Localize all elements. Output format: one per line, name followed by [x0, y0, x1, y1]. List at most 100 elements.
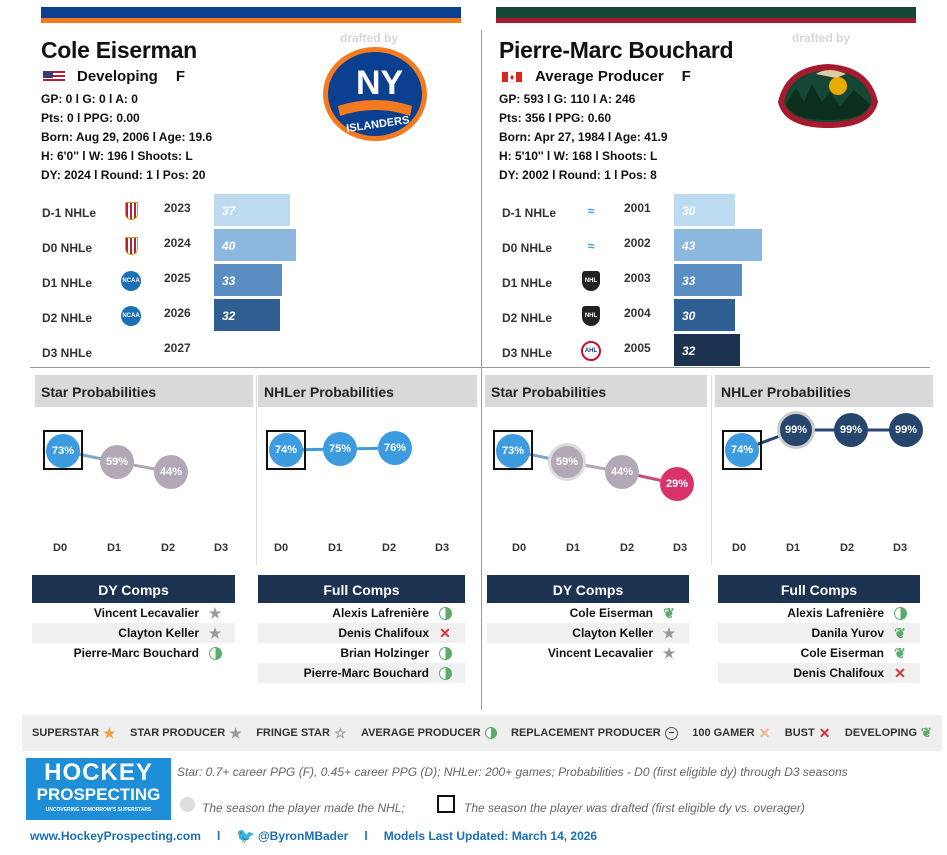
comp-row: Cole Eiserman ❦	[718, 643, 920, 663]
comp-name: Alexis Lafrenière	[787, 606, 884, 620]
right-born-line: Born: Apr 27, 1984 l Age: 41.9	[499, 130, 668, 144]
usntdp-icon	[120, 235, 142, 257]
right-team-accent-bar	[496, 18, 916, 23]
right-nhle-bar: 32	[674, 334, 740, 366]
drafted-marker-square	[43, 430, 83, 470]
footer-site-link[interactable]: www.HockeyProspecting.com	[30, 829, 201, 843]
note-line2a: The season the player made the NHL;	[202, 801, 405, 815]
leaf-icon: ❦	[894, 624, 906, 641]
left-star-dot-d0: 73%	[46, 434, 80, 468]
comp-row: Pierre-Marc Bouchard	[258, 663, 465, 683]
minus-circle-icon: −	[664, 726, 678, 740]
ncaa-icon: NCAA	[120, 305, 142, 327]
x-axis-label: D0	[53, 542, 68, 554]
footer-twitter[interactable]: 🐦 @ByronMBader	[236, 827, 348, 845]
legend-replacement-producer: REPLACEMENT PRODUCER −	[511, 726, 678, 740]
comp-name: Clayton Keller	[118, 626, 199, 640]
right-team-color-bar	[496, 7, 916, 18]
star-producer-icon: ★	[662, 624, 676, 641]
footer: www.HockeyProspecting.com l 🐦 @ByronMBad…	[30, 827, 597, 845]
right-position: F	[681, 68, 691, 85]
left-nhle-bar: 32	[214, 299, 280, 331]
left-full-comps: Full Comps Alexis Lafrenière Denis Chalif…	[258, 575, 465, 683]
comp-row: Alexis Lafrenière	[258, 603, 465, 623]
right-nhle-label: D-1 NHLe	[502, 206, 557, 220]
right-star-dot-d0: 73%	[496, 434, 530, 468]
left-team-accent-bar	[41, 18, 461, 23]
left-nhle-bar: 37	[214, 194, 290, 226]
half-circle-icon	[207, 645, 223, 661]
drafted-square-icon	[437, 795, 455, 813]
left-nhle-year: 2023	[164, 201, 191, 215]
right-nhler-dot-d2: 99%	[834, 413, 868, 447]
star-producer-icon: ★	[662, 644, 676, 661]
right-nhle-year: 2001	[624, 201, 651, 215]
right-star-prob-header: Star Probabilities	[485, 375, 707, 407]
legend-developing: DEVELOPING ❦	[844, 725, 932, 740]
right-star-dot-d1: 59%	[548, 443, 586, 481]
left-nhle-label: D-1 NHLe	[42, 206, 97, 220]
horizontal-divider	[30, 367, 930, 368]
legend-100-gamer: 100 GAMER ✕	[692, 724, 771, 741]
leaf-icon: ❦	[894, 644, 906, 661]
right-info-block: GP: 593 l G: 110 l A: 246 Pts: 356 l PPG…	[499, 90, 668, 185]
right-dy-comps-header: DY Comps	[487, 575, 689, 603]
footer-sep-1: l	[216, 829, 221, 843]
right-nhle-label: D3 NHLe	[502, 346, 553, 360]
x-axis-label: D3	[893, 542, 908, 554]
nhl-icon: NHL	[580, 270, 602, 292]
left-nhle-year: 2026	[164, 306, 191, 320]
fringe-star-icon: ☆	[333, 724, 347, 741]
comp-name: Alexis Lafrenière	[332, 606, 429, 620]
x-axis-label: D1	[786, 542, 801, 554]
left-full-comps-header: Full Comps	[258, 575, 465, 603]
usntdp-icon	[120, 200, 142, 222]
left-nhler-dot-d2: 76%	[378, 431, 412, 465]
qmjhl-icon: ≈	[587, 204, 595, 218]
footer-sep-2: l	[364, 829, 368, 843]
center-divider	[481, 30, 482, 710]
legend-star-producer: STAR PRODUCER ★	[130, 724, 242, 741]
nhl-made-circle-icon	[180, 797, 195, 812]
half-circle-icon	[437, 605, 453, 621]
right-star-dot-d3: 29%	[660, 467, 694, 501]
right-nhle-year: 2005	[624, 341, 651, 355]
right-nhle-bar: 43	[674, 229, 762, 261]
left-team-color-bar	[41, 7, 461, 18]
half-circle-icon	[437, 645, 453, 661]
right-gp-line: GP: 593 l G: 110 l A: 246	[499, 92, 636, 106]
left-nhler-dot-d0: 74%	[269, 433, 303, 467]
footer-updated: Models Last Updated: March 14, 2026	[383, 829, 598, 843]
star-producer-icon: ★	[229, 724, 242, 741]
right-nhle-label: D2 NHLe	[502, 311, 553, 325]
canada-flag-icon: ♦	[501, 70, 523, 83]
half-circle-icon	[892, 605, 908, 621]
right-nhle-year: 2002	[624, 236, 651, 250]
legend-fringe-star: FRINGE STAR ☆	[256, 724, 347, 741]
comp-row: Clayton Keller ★	[487, 623, 689, 643]
x-axis-label: D0	[512, 542, 527, 554]
left-drafted-by: drafted by	[340, 31, 399, 45]
right-dy-line: DY: 2002 l Round: 1 l Pos: 8	[499, 168, 657, 182]
brand-line1: HOCKEY	[44, 759, 153, 786]
left-nhle-label: D1 NHLe	[42, 276, 93, 290]
brand-logo: HOCKEY PROSPECTING UNCOVERING TOMORROW'S…	[26, 758, 171, 820]
note-line1: Star: 0.7+ career PPG (F), 0.45+ career …	[177, 765, 848, 779]
drafted-marker-square	[266, 430, 306, 470]
note-line2b: The season the player was drafted (first…	[464, 801, 805, 815]
right-star-dot-d2: 44%	[605, 455, 639, 489]
islanders-logo-icon: NY ISLANDERS	[323, 47, 427, 141]
x-axis-label: D2	[161, 542, 176, 554]
left-player-name: Cole Eiserman	[41, 37, 197, 63]
comp-row: Cole Eiserman ❦	[487, 603, 689, 623]
right-nhler-dot-d1: 99%	[777, 411, 815, 449]
usa-flag-icon	[43, 70, 65, 83]
comp-row: Alexis Lafrenière	[718, 603, 920, 623]
left-hw-line: H: 6'0'' l W: 196 l Shoots: L	[41, 149, 193, 163]
panel-divider-1	[256, 375, 257, 565]
left-nhle-label: D0 NHLe	[42, 241, 93, 255]
right-nhle-label: D0 NHLe	[502, 241, 553, 255]
wild-logo-icon	[778, 64, 878, 128]
right-nhle-year: 2003	[624, 271, 651, 285]
superstar-star-icon: ★	[103, 724, 116, 741]
